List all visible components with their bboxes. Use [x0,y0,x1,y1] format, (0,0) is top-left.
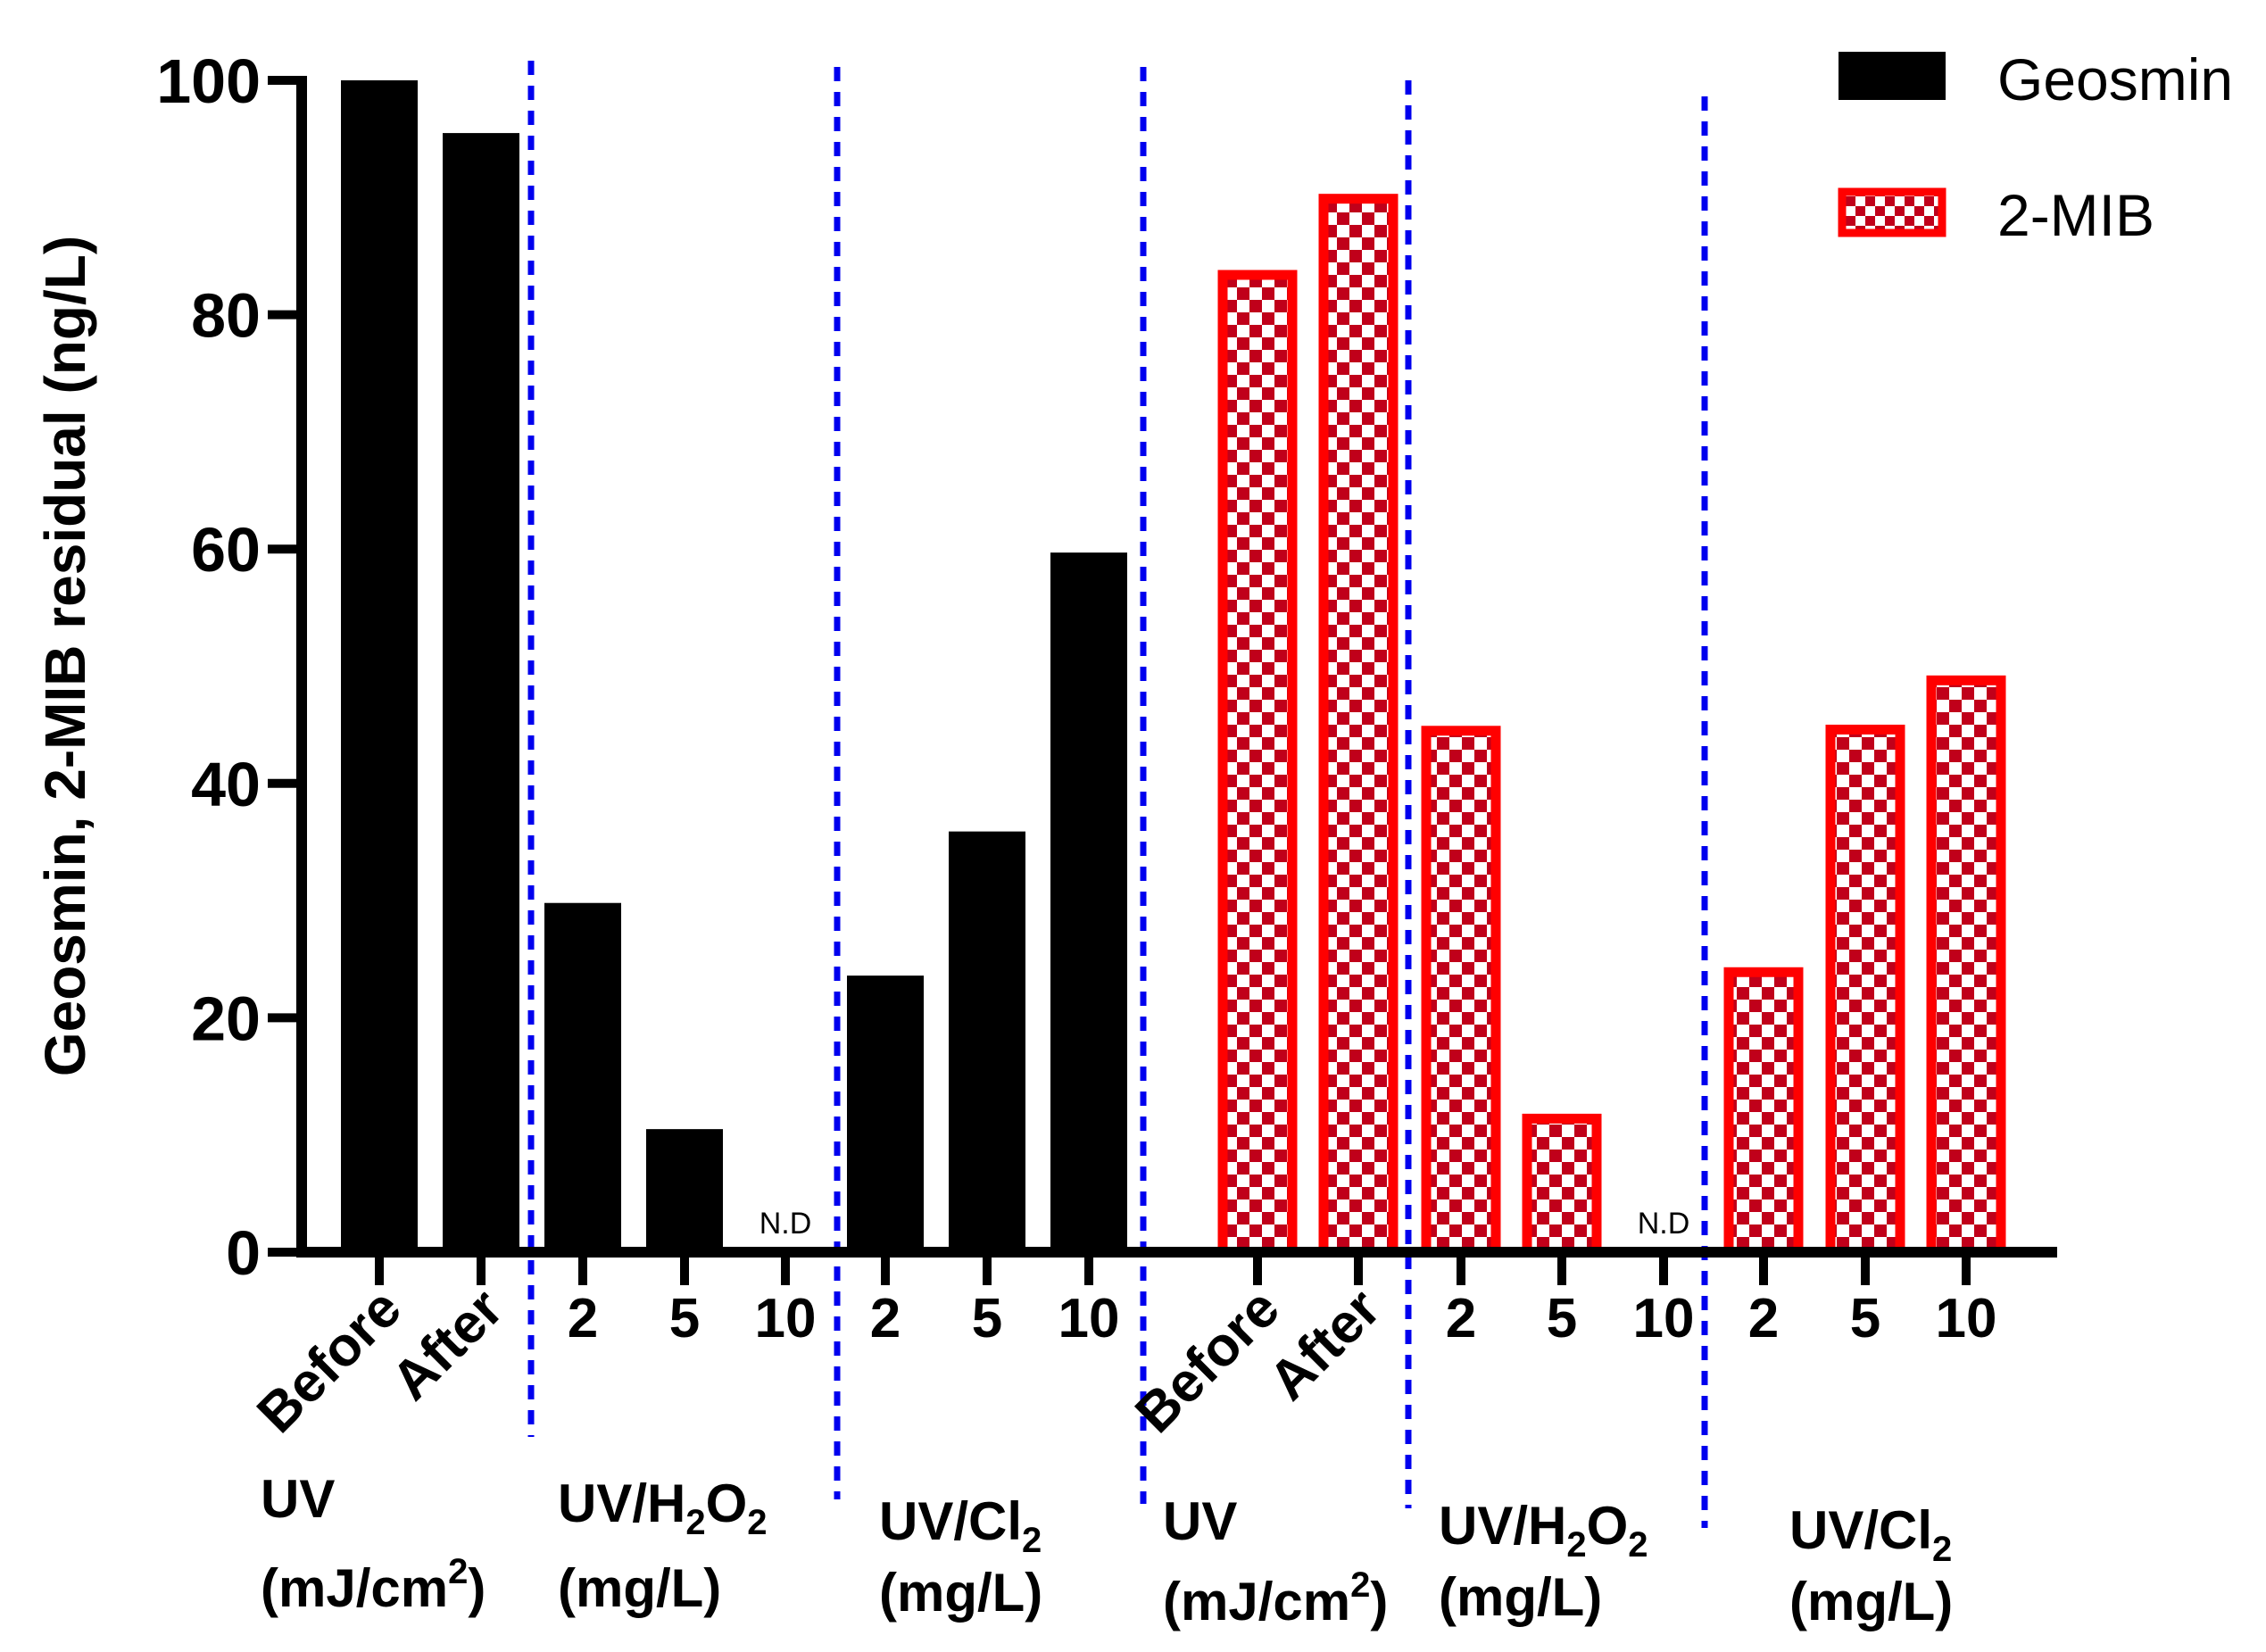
geosmin-nd-label: N.D [759,1207,812,1241]
x-tick-label: 2 [1446,1288,1476,1349]
y-tick-label: 100 [156,46,261,116]
legend-label-geosmin: Geosmin [1997,46,2233,112]
legend-swatch-2mib [1838,187,1946,237]
x-tick-label: 5 [1547,1288,1577,1349]
x-tick-label: 5 [669,1288,700,1349]
geosmin-bar [847,975,924,1252]
x-tick-label: 2 [870,1288,901,1349]
x-tick-label: 10 [1058,1288,1120,1349]
group-label-line2: (mJ/cm2) [261,1552,486,1618]
mib-bar [1723,967,1804,1258]
group-label-line1: UV/Cl2 [1789,1500,1952,1569]
group-label-line2: (mg/L) [1439,1567,1602,1627]
group-label-line2: (mg/L) [1789,1572,1953,1631]
legend: Geosmin 2-MIB [1838,46,2233,248]
mib-bar [1825,724,1905,1258]
legend-swatch-geosmin [1839,52,1946,100]
mib-bar [1926,675,2006,1258]
x-tick-label: After [1258,1277,1392,1412]
y-tick-label: 0 [226,1218,261,1288]
group-label-line1: UV/H2O2 [1439,1496,1648,1565]
group-label-line1: UV [1163,1491,1237,1551]
group-label-line2: (mg/L) [879,1563,1042,1623]
y-axis-title: Geosmin, 2-MIB residual (ng/L) [33,236,97,1076]
y-tick-label: 80 [191,281,261,351]
x-tick-label: 10 [1633,1288,1695,1349]
y-axis-ticks: 0 20 40 60 80 100 [156,46,302,1288]
group-separators [527,61,1708,1528]
mib-nd-label: N.D [1638,1207,1690,1241]
y-tick-label: 60 [191,515,261,585]
y-tick-label: 40 [191,750,261,819]
legend-label-2mib: 2-MIB [1997,182,2154,248]
mib-bar [1217,270,1298,1258]
group-labels: UV(mJ/cm2)UV/H2O2(mg/L)UV/Cl2(mg/L)UV(mJ… [261,1469,1953,1631]
mib-bar [1318,194,1399,1258]
group-label-line2: (mJ/cm2) [1163,1565,1388,1631]
geosmin-bar [544,902,621,1252]
geosmin-bar [443,133,519,1253]
group-label-line1: UV [261,1469,335,1529]
y-tick-label: 20 [191,984,261,1053]
geosmin-bar [341,80,418,1252]
group-label-line1: UV/H2O2 [558,1474,768,1542]
group-label-line2: (mg/L) [558,1558,721,1618]
x-tick-label: 5 [972,1288,1002,1349]
geosmin-bar [949,831,1025,1252]
bars: N.D N.D [341,80,2006,1258]
mib-bar [1522,1113,1602,1258]
x-tick-label: 2 [1748,1288,1779,1349]
geosmin-bar [646,1129,723,1252]
x-tick-label: 5 [1850,1288,1880,1349]
x-tick-label: 10 [1936,1288,1997,1349]
geosmin-bar [1050,552,1127,1252]
x-tick-label: 10 [755,1288,817,1349]
group-label-line1: UV/Cl2 [879,1491,1042,1560]
mib-bar [1421,726,1501,1258]
x-tick-label: After [380,1277,515,1412]
x-tick-label: 2 [568,1288,598,1349]
